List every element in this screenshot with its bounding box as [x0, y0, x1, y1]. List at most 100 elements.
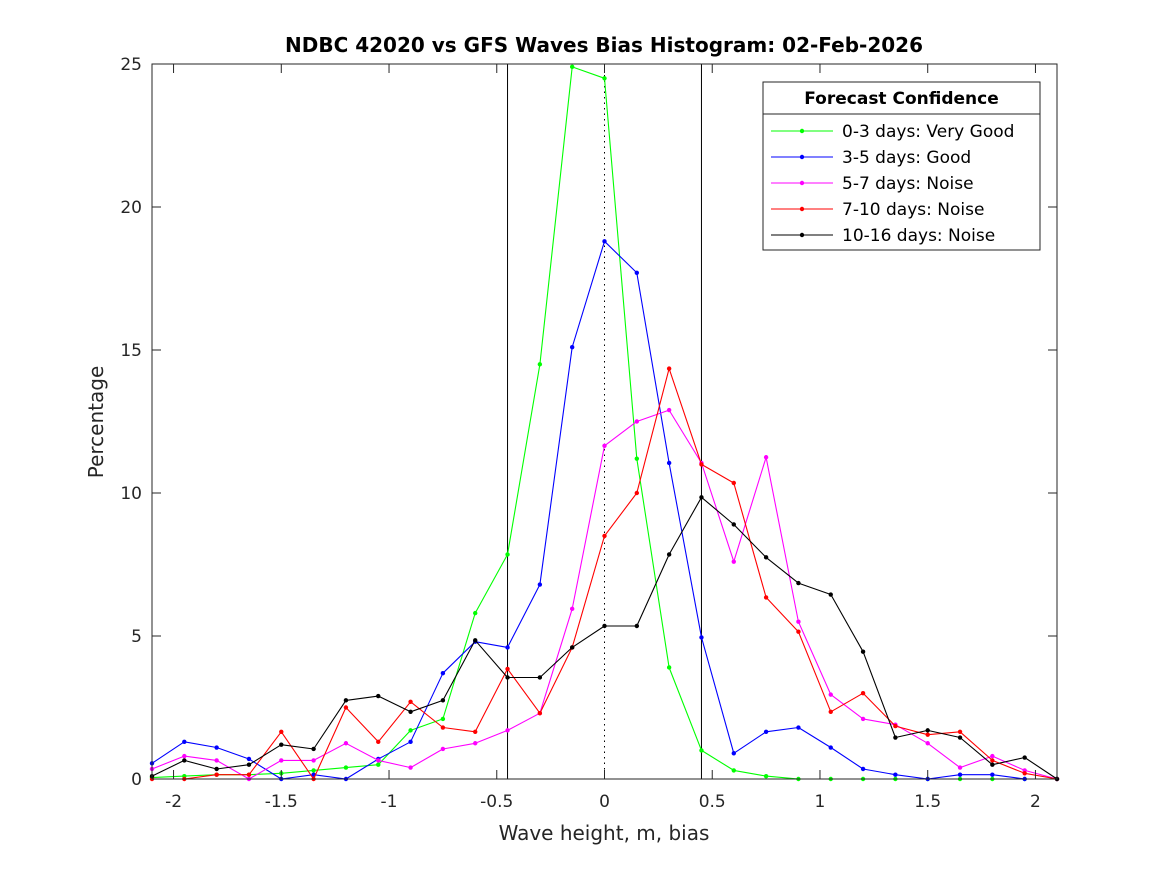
legend-marker-1 — [799, 154, 805, 160]
series-0-point-13 — [569, 64, 575, 70]
series-0-point-6 — [343, 765, 349, 770]
legend-marker-4 — [799, 232, 805, 238]
series-3-point-23 — [893, 723, 898, 729]
series-1-point-26 — [990, 772, 995, 777]
series-1-point-13 — [569, 344, 575, 350]
series-4-point-22 — [860, 649, 866, 654]
series-3-point-22 — [860, 691, 866, 696]
series-4-point-27 — [1022, 755, 1027, 760]
series-0-point-7 — [376, 762, 381, 767]
series-4-point-2 — [214, 766, 219, 772]
series-1-point-17 — [699, 635, 704, 640]
chart-title: NDBC 42020 vs GFS Waves Bias Histogram: … — [285, 33, 923, 57]
series-2-point-26 — [990, 753, 995, 759]
y-axis-label: Percentage — [84, 366, 108, 479]
series-2-point-5 — [311, 758, 316, 763]
series-2-point-7 — [376, 758, 381, 763]
series-0-point-12 — [537, 362, 543, 367]
series-3-point-27 — [1022, 771, 1027, 776]
series-4-point-21 — [828, 592, 833, 597]
series-2-point-25 — [957, 765, 963, 770]
series-1-point-19 — [763, 729, 769, 735]
series-1-point-21 — [828, 745, 833, 750]
series-2-point-21 — [828, 692, 833, 697]
series-3-point-24 — [925, 732, 930, 737]
x-axis-label: Wave height, m, bias — [499, 821, 710, 845]
series-0-point-17 — [699, 748, 704, 753]
y-tick-label: 10 — [120, 484, 142, 504]
series-3-point-4 — [279, 729, 284, 735]
series-0-point-14 — [602, 76, 607, 81]
series-2-point-18 — [731, 559, 736, 564]
x-tick-label: 0 — [599, 792, 610, 812]
series-0-point-8 — [408, 728, 413, 733]
series-3-point-8 — [408, 699, 413, 704]
series-3-point-10 — [473, 729, 478, 735]
series-3-point-20 — [796, 629, 801, 634]
series-2-point-11 — [505, 728, 510, 733]
series-1-point-14 — [602, 239, 607, 244]
series-3-point-21 — [828, 709, 833, 714]
series-2-point-13 — [569, 606, 575, 612]
series-1-point-18 — [731, 751, 736, 756]
series-4-point-13 — [569, 645, 575, 650]
series-2-point-8 — [408, 765, 413, 770]
series-0-point-16 — [666, 665, 672, 670]
series-3-point-6 — [343, 705, 349, 710]
series-4-point-25 — [957, 735, 963, 740]
x-tick-label: 1 — [815, 792, 826, 812]
series-2-point-22 — [860, 716, 866, 722]
series-2-point-4 — [279, 758, 284, 763]
series-4-point-1 — [182, 758, 187, 763]
legend-label: 10-16 days: Noise — [842, 226, 995, 246]
x-tick-label: -1 — [381, 792, 398, 812]
series-4-point-6 — [343, 698, 349, 703]
series-3-point-11 — [505, 666, 510, 672]
series-2-point-9 — [440, 746, 446, 752]
legend-label: 0-3 days: Very Good — [842, 122, 1014, 142]
series-0-point-19 — [763, 773, 769, 779]
series-1-point-9 — [440, 670, 446, 676]
series-1-point-16 — [666, 460, 672, 466]
series-2-point-2 — [214, 758, 219, 763]
series-3-point-14 — [602, 533, 607, 539]
series-0-point-18 — [731, 768, 736, 773]
series-3-point-16 — [666, 366, 672, 371]
x-tick-label: -2 — [165, 792, 182, 812]
series-4-point-8 — [408, 709, 413, 714]
y-tick-label: 15 — [120, 341, 142, 361]
series-3-point-18 — [731, 480, 736, 486]
series-1-point-11 — [505, 645, 510, 650]
x-tick-label: 0.5 — [699, 792, 726, 812]
series-3-point-7 — [376, 739, 381, 745]
series-0-point-11 — [505, 552, 510, 557]
series-2-point-10 — [473, 741, 478, 746]
series-4-point-18 — [731, 522, 736, 527]
y-tick-label: 5 — [131, 627, 142, 647]
series-2-point-15 — [634, 419, 640, 424]
series-3-point-17 — [699, 462, 704, 467]
series-4-point-15 — [634, 623, 640, 629]
series-0-point-9 — [440, 716, 446, 722]
series-3-point-26 — [990, 758, 995, 763]
series-1-point-3 — [246, 756, 252, 762]
series-1-point-22 — [860, 766, 866, 772]
series-4-point-4 — [279, 742, 284, 747]
series-2-point-19 — [763, 455, 769, 460]
series-4-point-20 — [796, 580, 801, 586]
x-tick-label: -0.5 — [480, 792, 513, 812]
series-4-point-5 — [311, 746, 316, 752]
series-3-point-19 — [763, 595, 769, 600]
series-3-point-15 — [634, 490, 640, 496]
series-4-point-23 — [893, 735, 898, 740]
legend-box — [762, 81, 1041, 251]
legend: Forecast Confidence 0-3 days: Very Good 3-… — [762, 81, 1041, 251]
series-4-point-16 — [666, 552, 672, 557]
series-2-point-24 — [925, 741, 930, 746]
series-4-point-3 — [246, 762, 252, 767]
series-1-point-23 — [893, 772, 898, 777]
legend-label: 3-5 days: Good — [842, 148, 971, 168]
series-2-point-6 — [343, 741, 349, 746]
